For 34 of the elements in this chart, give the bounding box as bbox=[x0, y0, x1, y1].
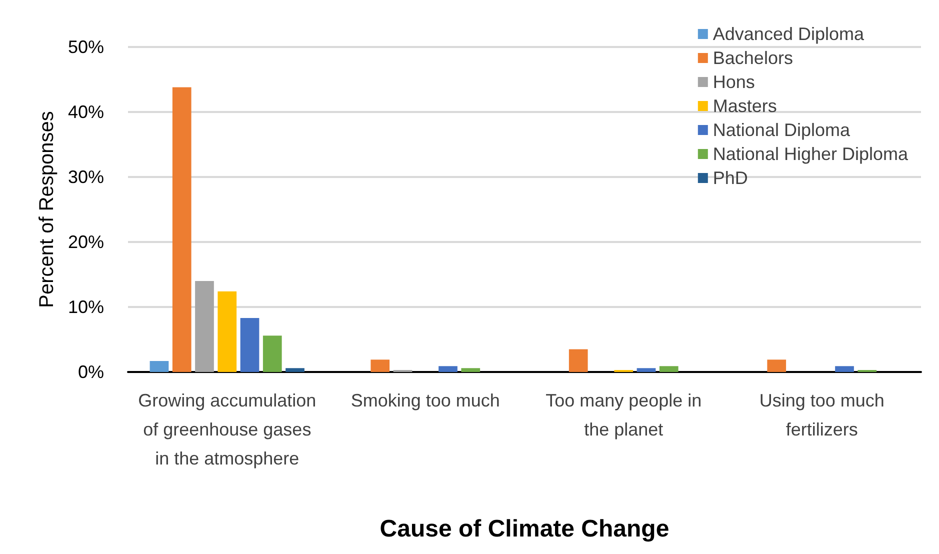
bar bbox=[218, 291, 237, 372]
legend-label: Advanced Diploma bbox=[712, 24, 865, 44]
y-tick-label: 40% bbox=[68, 102, 104, 122]
bar bbox=[767, 360, 786, 372]
bar bbox=[835, 366, 854, 372]
bar bbox=[240, 318, 260, 372]
legend-label: Bachelors bbox=[712, 48, 793, 68]
bar bbox=[659, 366, 678, 372]
bar bbox=[195, 281, 214, 372]
y-tick-label: 10% bbox=[68, 297, 104, 317]
bar bbox=[150, 360, 169, 372]
y-tick-label: 20% bbox=[68, 232, 104, 252]
bar bbox=[172, 87, 192, 372]
bar bbox=[286, 368, 304, 372]
bar bbox=[636, 368, 656, 372]
bar bbox=[461, 368, 480, 372]
legend-label: Masters bbox=[712, 96, 777, 116]
bar bbox=[568, 349, 588, 372]
legend-label: Hons bbox=[712, 72, 755, 92]
y-axis-title: Percent of Responses bbox=[36, 111, 58, 308]
x-tick-label: Too many people in the planet bbox=[546, 390, 702, 440]
bar bbox=[438, 366, 458, 372]
legend-label: National Diploma bbox=[712, 120, 851, 140]
legend-label: National Higher Diploma bbox=[712, 144, 909, 164]
x-tick-label: Smoking too much bbox=[350, 390, 500, 410]
y-tick-label: 0% bbox=[78, 362, 104, 382]
bar bbox=[262, 336, 282, 372]
x-tick-label: Using too much fertilizers bbox=[759, 390, 884, 440]
legend-label: PhD bbox=[712, 168, 748, 188]
x-axis-title: Cause of Climate Change bbox=[380, 516, 670, 542]
bar bbox=[370, 360, 390, 372]
x-tick-label: Growing accumulation of greenhouse gases in the atmosphere bbox=[138, 390, 316, 468]
y-tick-label: 50% bbox=[68, 37, 104, 57]
y-tick-label: 30% bbox=[68, 167, 104, 187]
